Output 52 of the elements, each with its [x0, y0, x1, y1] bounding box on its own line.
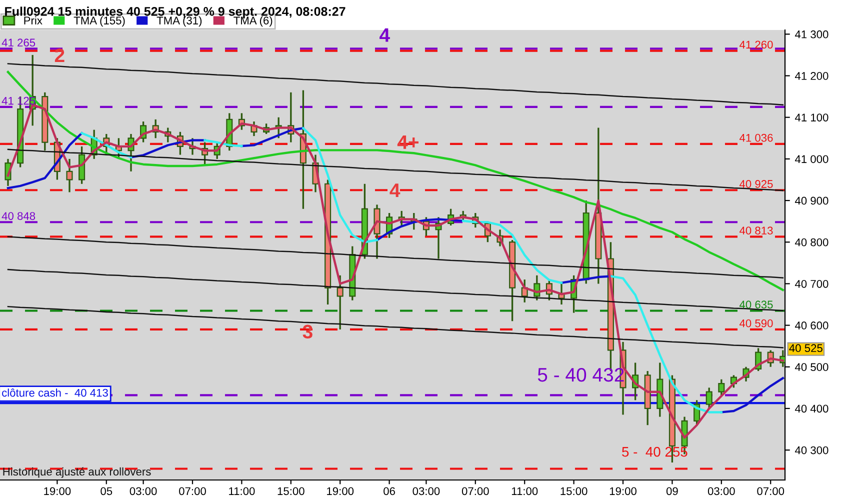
x-tick-label: 05	[100, 487, 112, 496]
x-tick-label: 19:00	[44, 487, 71, 496]
y-tick-label: 41 100	[794, 114, 828, 122]
y-tick-label: 40 700	[794, 280, 828, 288]
line-series	[7, 268, 784, 312]
ref-line-label: 40 590	[740, 319, 773, 328]
x-tick-label: 11:00	[512, 487, 538, 496]
y-tick-label: 40 800	[794, 238, 828, 246]
x-tick-label: 06	[384, 487, 395, 496]
y-tick-label: 40 500	[794, 363, 828, 372]
x-tick-label: 03:00	[130, 487, 157, 496]
ref-line-label: 40 813	[740, 226, 773, 235]
y-tick-label: 40 400	[794, 404, 828, 413]
x-tick-label: 19:00	[610, 487, 636, 496]
annotation: 4+	[397, 136, 418, 149]
legend-label: Prix	[24, 16, 42, 24]
annotation: 4	[380, 28, 390, 42]
annotation: 2	[54, 48, 64, 62]
x-tick-label: 07:00	[462, 487, 489, 496]
candlestick	[706, 386, 712, 410]
x-tick-label: 15:00	[560, 487, 588, 496]
x-tick-label: 09	[666, 487, 678, 496]
candlestick	[336, 274, 344, 330]
ref-line-label: 40 925	[740, 180, 773, 188]
x-tick-label: 19:00	[327, 487, 354, 496]
annotation: Historique ajusté aux rollovers	[3, 467, 151, 478]
ref-line-label: 41 036	[740, 134, 773, 142]
y-tick-label: 41 000	[794, 155, 828, 164]
x-tick-label: 03:00	[708, 487, 735, 496]
y-tick-label: 41 200	[794, 72, 828, 80]
candlestick	[718, 378, 725, 397]
y-tick-label: 40 600	[794, 322, 828, 330]
legend-label: TMA (6)	[234, 16, 272, 27]
y-tick-label: 40 900	[794, 196, 828, 205]
ref-line-label: 41 260	[740, 40, 773, 49]
annotation: 4	[390, 184, 400, 198]
candlestick	[66, 158, 73, 194]
x-tick-label: 11:00	[229, 487, 255, 496]
x-tick-label: 15:00	[278, 487, 304, 496]
y-tick-label: 41 300	[794, 30, 828, 38]
ref-line-label: 40 635	[740, 300, 773, 309]
ref-line-label: 41 265	[2, 38, 36, 47]
line-series	[7, 236, 784, 278]
x-tick-label: 07:00	[757, 487, 784, 496]
x-tick-label: 03:00	[412, 487, 440, 496]
text: 40 525	[789, 344, 822, 352]
y-tick-label: 40 300	[794, 446, 828, 454]
legend-label: TMA (31)	[156, 16, 202, 27]
x-tick-label: 07:00	[179, 487, 206, 496]
legend-label: TMA (155)	[74, 16, 125, 27]
ref-line-label: 40 848	[2, 212, 36, 220]
ref-line-label: clôture cash - 40 413	[2, 388, 108, 397]
